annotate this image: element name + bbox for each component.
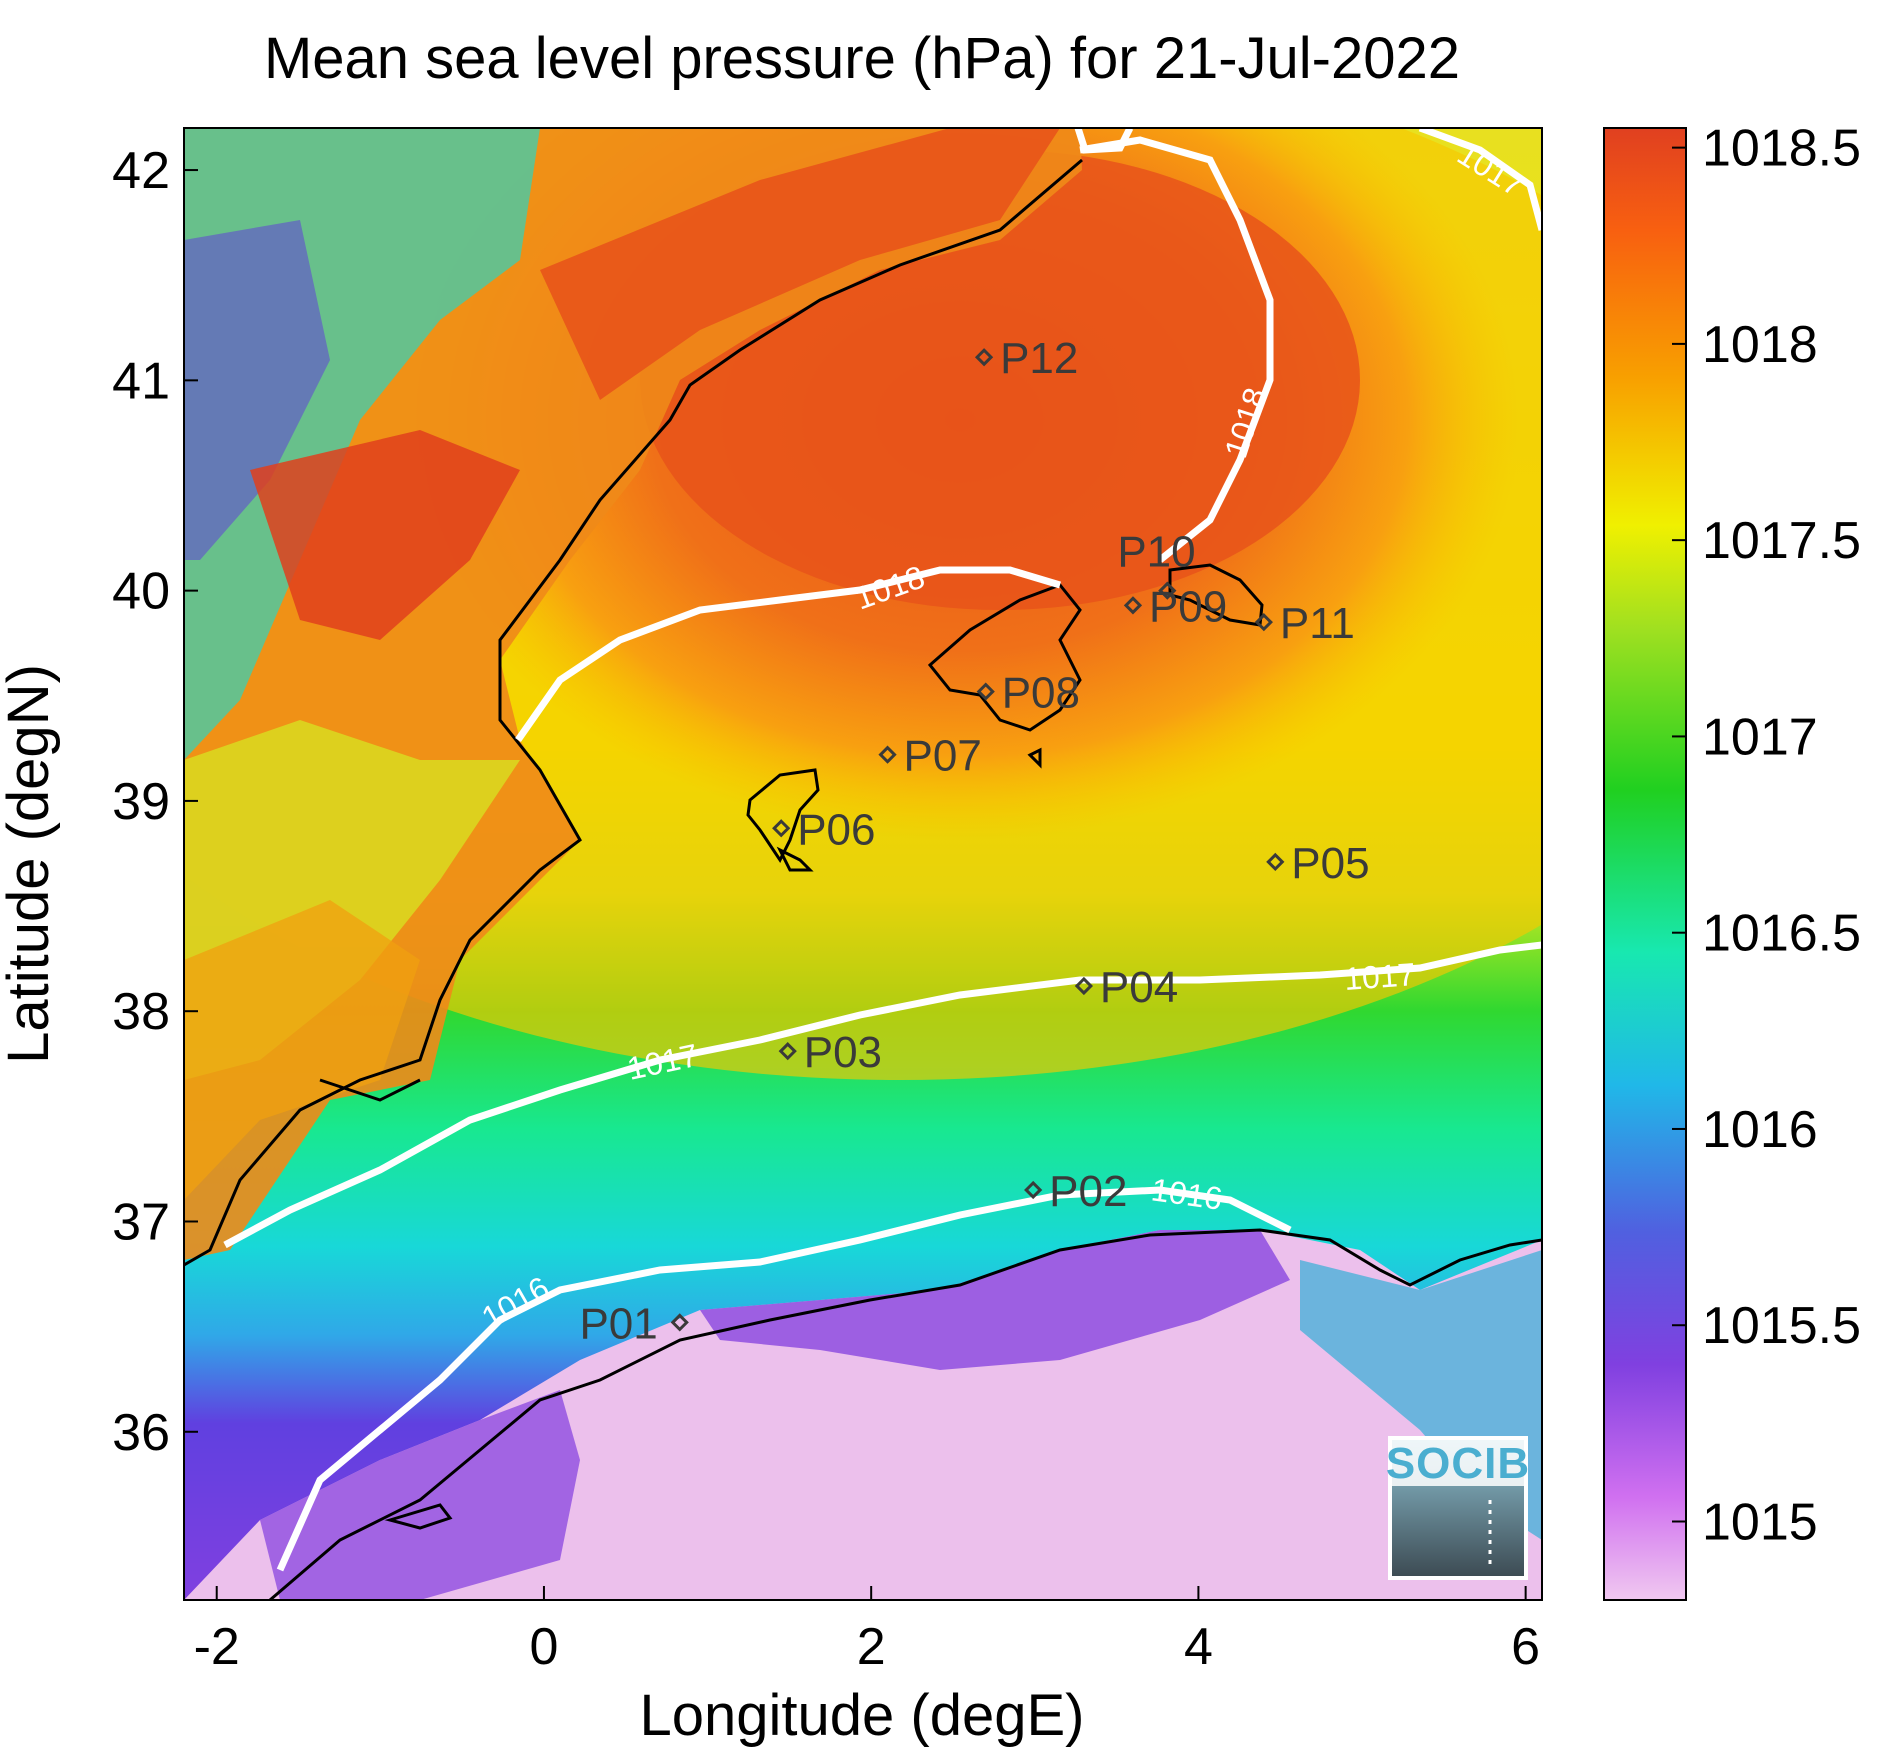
socib-logo: SOCIB [1386,1436,1530,1580]
station-p03[interactable]: P03 [778,1028,882,1077]
colorbar-ticks: 1015 1015.5 1016 1016.5 1017 1017.5 1018 1018.5 [1672,120,1861,1551]
chart-title: Mean sea level pressure (hPa) for 21-Jul… [264,26,1460,91]
station-label: P05 [1291,839,1369,888]
station-p10[interactable]: P10 [1117,528,1196,600]
x-tick-label: 4 [1184,1618,1213,1676]
y-tick-label: 38 [112,983,170,1041]
station-label: P01 [579,1299,657,1348]
station-marker-icon [1158,581,1177,600]
x-tick-label: 0 [529,1618,558,1676]
y-axis-label: Latitude (degN) [0,664,61,1064]
station-p11[interactable]: P11 [1254,599,1355,648]
station-marker-icon [878,745,897,764]
station-marker-icon [1254,613,1273,632]
station-marker-icon [976,682,995,701]
y-tick-label: 40 [112,563,170,621]
colorbar [1603,127,1687,1601]
y-axis-ticks: 36 37 38 39 40 41 42 [112,142,198,1462]
y-tick-label: 37 [112,1193,170,1251]
y-tick-label: 41 [112,352,170,410]
y-tick-label: 36 [112,1404,170,1462]
x-tick-label: 6 [1511,1618,1540,1676]
station-p07[interactable]: P07 [878,732,982,781]
station-p05[interactable]: P05 [1266,839,1370,888]
station-marker-icon [1074,976,1094,996]
colorbar-tick-label: 1016 [1702,1101,1818,1159]
station-label: P11 [1280,599,1355,648]
station-p04[interactable]: P04 [1074,963,1178,1012]
station-marker-icon [670,1313,689,1332]
station-p01[interactable]: P01 [579,1299,689,1348]
x-tick-label: -2 [194,1618,240,1676]
coastline [184,158,1542,1600]
colorbar-tick-label: 1016.5 [1702,905,1861,963]
station-label: P10 [1117,528,1195,577]
station-label: P02 [1049,1167,1127,1216]
station-marker-icon [772,819,791,838]
x-axis-label: Longitude (degE) [640,1683,1085,1748]
logo-text: SOCIB [1386,1439,1530,1488]
colorbar-tick-label: 1017 [1702,708,1818,766]
station-p12[interactable]: P12 [974,334,1078,383]
station-marker-icon [974,348,994,367]
station-marker-icon [1123,596,1143,615]
station-p02[interactable]: P02 [1024,1167,1127,1216]
colorbar-tick-label: 1015.5 [1702,1297,1861,1355]
station-p08[interactable]: P08 [976,669,1080,718]
station-p06[interactable]: P06 [772,805,875,854]
contour-label: 1017 [1343,956,1417,997]
station-label: P12 [1000,334,1078,383]
colorbar-tick-label: 1015 [1702,1493,1818,1551]
station-label: P03 [804,1028,882,1077]
colorbar-tick-label: 1017.5 [1702,512,1861,570]
station-label: P07 [904,732,982,781]
station-marker-icon [778,1042,797,1061]
y-tick-label: 42 [112,142,170,200]
station-marker-icon [1266,852,1285,872]
station-label: P08 [1002,669,1080,718]
colorbar-tick-label: 1018 [1702,316,1818,374]
x-tick-label: 2 [857,1618,886,1676]
station-label: P06 [797,805,875,854]
station-marker-icon [1024,1180,1043,1200]
station-label: P04 [1100,963,1178,1012]
y-tick-label: 39 [112,773,170,831]
pressure-field: 1016 1016 1017 1017 1017 1018 1018 P01P0… [184,128,1542,1600]
x-axis-ticks: -2 0 2 4 6 [194,1586,1540,1676]
map-frame [183,127,1543,1601]
colorbar-tick-label: 1018.5 [1702,120,1861,178]
contour-lines [223,128,1542,1572]
